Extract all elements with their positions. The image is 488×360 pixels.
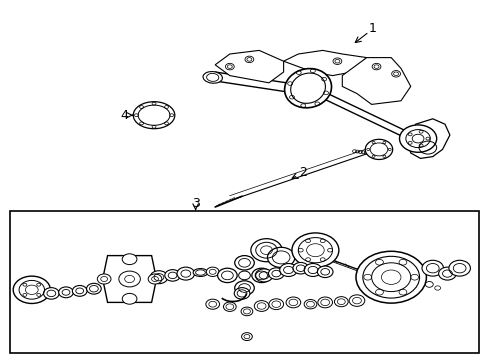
Circle shape [268,268,284,279]
Circle shape [13,276,50,303]
Circle shape [251,268,271,283]
Polygon shape [215,50,283,83]
Bar [10,211,478,353]
Circle shape [421,260,443,276]
Circle shape [205,299,219,309]
Circle shape [304,264,321,276]
Circle shape [59,287,73,298]
Circle shape [206,267,219,276]
Text: 1: 1 [368,22,376,35]
Circle shape [223,302,236,311]
Circle shape [241,333,252,341]
Circle shape [268,299,283,310]
Circle shape [317,266,332,278]
Ellipse shape [203,72,222,83]
Circle shape [355,251,426,303]
Circle shape [164,270,180,281]
Circle shape [250,239,282,262]
Circle shape [148,274,162,284]
Text: 3: 3 [191,197,199,210]
Circle shape [267,247,294,267]
Ellipse shape [284,68,331,108]
Circle shape [122,254,137,265]
Polygon shape [102,256,156,302]
Circle shape [177,267,194,280]
Text: 2: 2 [299,166,306,179]
Circle shape [334,297,347,307]
Circle shape [304,300,316,309]
Ellipse shape [133,102,175,129]
Circle shape [122,293,137,304]
Circle shape [292,262,308,274]
Circle shape [255,269,272,282]
Circle shape [438,267,455,280]
Circle shape [217,268,237,283]
Circle shape [150,271,167,284]
Circle shape [448,260,469,276]
Circle shape [279,264,297,276]
Circle shape [97,274,111,284]
Circle shape [348,295,364,306]
Circle shape [434,286,440,290]
Circle shape [43,288,59,299]
Text: 4: 4 [121,109,128,122]
Circle shape [291,233,338,267]
Circle shape [365,139,392,159]
Circle shape [254,301,268,311]
Circle shape [234,256,254,270]
Circle shape [234,288,249,299]
Circle shape [86,283,101,294]
Circle shape [238,271,250,280]
Circle shape [241,307,252,316]
Circle shape [425,282,432,287]
Circle shape [72,285,87,296]
Circle shape [317,297,332,308]
Ellipse shape [193,269,207,276]
Polygon shape [407,119,449,158]
Circle shape [234,281,254,295]
Polygon shape [342,58,410,104]
Circle shape [399,125,436,152]
Circle shape [285,297,300,308]
Polygon shape [283,50,366,76]
